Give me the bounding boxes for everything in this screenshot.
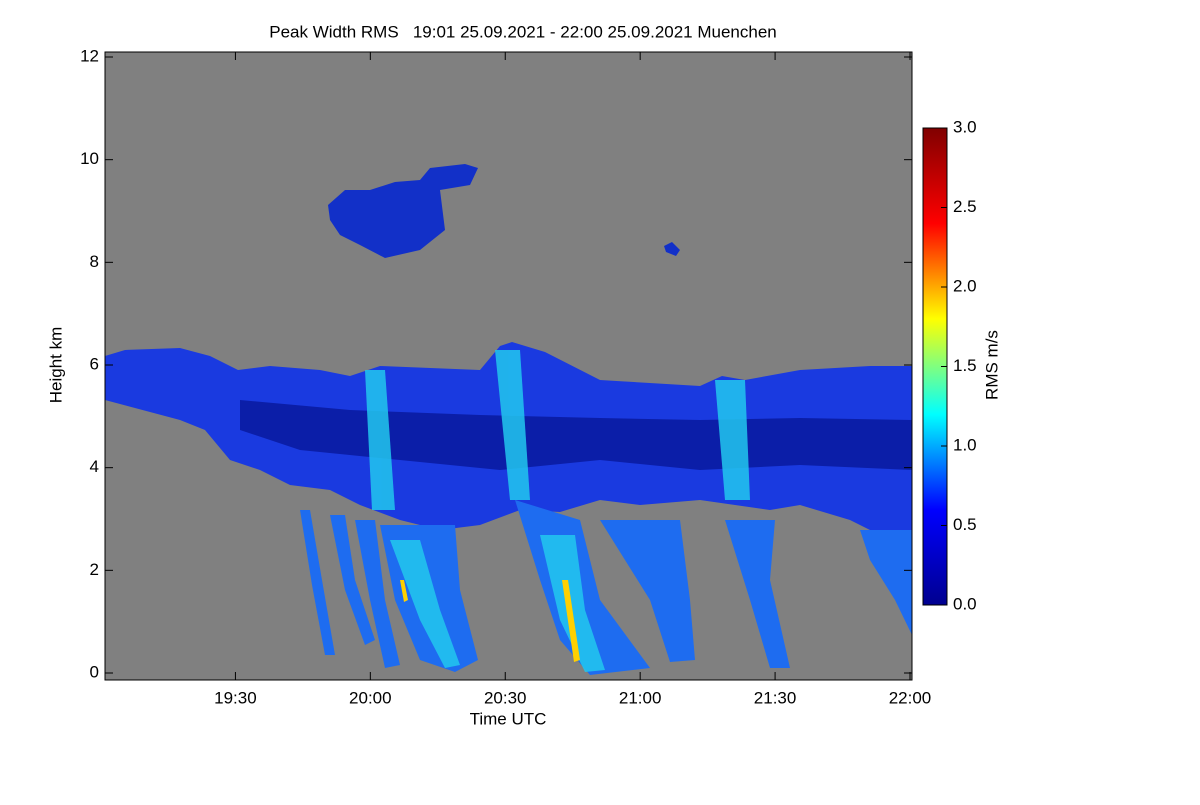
y-tick-label: 10 bbox=[80, 149, 99, 168]
x-tick-label: 20:30 bbox=[484, 688, 527, 707]
colorbar-tick-label: 3.0 bbox=[953, 117, 977, 136]
chart-title: Peak Width RMS 19:01 25.09.2021 - 22:00 … bbox=[269, 22, 777, 41]
echo-field bbox=[105, 164, 912, 675]
y-tick-label: 8 bbox=[90, 252, 99, 271]
y-tick-label: 4 bbox=[90, 457, 99, 476]
y-tick-label: 6 bbox=[90, 354, 99, 373]
y-tick-label: 0 bbox=[90, 662, 99, 681]
colorbar-tick-label: 0.5 bbox=[953, 515, 977, 534]
fall-streaks-bright bbox=[365, 350, 750, 672]
colorbar-tick-label: 2.5 bbox=[953, 197, 977, 216]
colorbar-label: RMS m/s bbox=[982, 330, 1001, 400]
fall-streaks-hot bbox=[400, 580, 580, 662]
y-tick-label: 2 bbox=[90, 560, 99, 579]
colorbar-tick-label: 0.0 bbox=[953, 594, 977, 613]
upper-cloud bbox=[664, 242, 680, 256]
x-tick-label: 20:00 bbox=[349, 688, 392, 707]
y-tick-label: 12 bbox=[80, 46, 99, 65]
plot-frame bbox=[104, 51, 913, 681]
colorbar-tick-label: 2.0 bbox=[953, 276, 977, 295]
colorbar-tick-label: 1.0 bbox=[953, 435, 977, 454]
colorbar-tick-label: 1.5 bbox=[953, 356, 977, 375]
upper-cloud bbox=[328, 164, 478, 258]
y-axis-label: Height km bbox=[46, 327, 65, 404]
x-tick-label: 19:30 bbox=[214, 688, 257, 707]
x-tick-label: 21:30 bbox=[754, 688, 797, 707]
x-tick-label: 22:00 bbox=[889, 688, 932, 707]
x-axis-label: Time UTC bbox=[470, 709, 547, 728]
x-tick-label: 21:00 bbox=[619, 688, 662, 707]
